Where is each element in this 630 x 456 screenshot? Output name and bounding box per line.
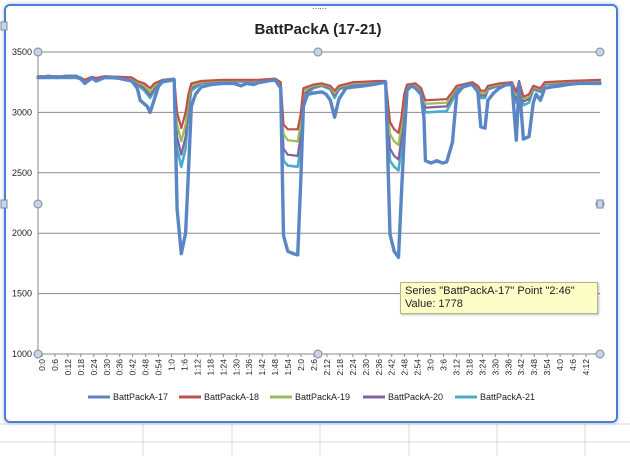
x-tick-label: 2:42 [387,359,397,376]
x-tick-label: 3:36 [503,359,513,376]
y-tick-label: 3500 [12,47,32,57]
plot-area-resize-handle[interactable] [33,199,43,209]
x-tick-label: 2:48 [400,359,410,376]
x-tick-label: 1:48 [270,359,280,376]
x-tick-label: 3:24 [477,359,487,376]
x-tick-label: 4:6 [568,359,578,371]
x-tick-label: 1:24 [218,359,228,376]
x-tick-label: 2:24 [348,359,358,376]
plot-area-resize-handle[interactable] [595,349,605,359]
x-tick-label: 1:30 [231,359,241,376]
legend-label[interactable]: BattPackA-19 [295,392,350,402]
x-tick-label: 1:18 [205,359,215,376]
x-tick-label: 4:0 [555,359,565,371]
chart-title: BattPackA (17-21) [255,21,382,38]
x-tick-label: 0:36 [115,359,125,376]
x-tick-label: 3:30 [490,359,500,376]
x-tick-label: 1:54 [283,359,293,376]
y-tick-label: 2500 [12,168,32,178]
legend-label[interactable]: BattPackA-20 [388,392,443,402]
x-tick-label: 0:12 [63,359,73,376]
x-tick-label: 3:48 [529,359,539,376]
chart-frame[interactable]: ⋯⋯ [4,4,618,423]
tooltip-value: Value: 1778 [405,298,463,310]
legend-label[interactable]: BattPackA-17 [113,392,168,402]
series-line-battpacka-17[interactable] [36,74,602,260]
x-tick-label: 2:36 [374,359,384,376]
x-tick-label: 2:30 [361,359,371,376]
x-tick-label: 3:0 [426,359,436,371]
x-tick-label: 1:42 [257,359,267,376]
chart-move-grip[interactable]: ⋯⋯ [312,4,327,13]
x-tick-label: 0:30 [102,359,112,376]
data-point-tooltip: Series "BattPackA-17" Point "2:46" Value… [400,282,598,314]
x-tick-label: 0:54 [154,359,164,376]
x-tick-label: 1:0 [167,359,177,371]
plot-area-resize-handle[interactable] [33,47,43,57]
chart-resize-handle[interactable] [0,199,8,209]
x-tick-label: 3:18 [464,359,474,376]
x-tick-label: 3:12 [451,359,461,376]
plot-area-resize-handle[interactable] [595,47,605,57]
y-tick-label: 1500 [12,289,32,299]
x-tick-label: 1:36 [244,359,254,376]
x-tick-label: 0:42 [128,359,138,376]
x-tick-label: 0:6 [50,359,60,371]
x-tick-label: 2:18 [335,359,345,376]
plot-area-resize-handle[interactable] [33,349,43,359]
x-tick-label: 2:54 [413,359,423,376]
plot-area-resize-handle[interactable] [313,349,323,359]
chart-resize-handle[interactable] [0,21,8,31]
x-tick-label: 4:12 [581,359,591,376]
plot-area-resize-handle[interactable] [313,47,323,57]
y-tick-label: 3000 [12,107,32,117]
legend-label[interactable]: BattPackA-21 [480,392,535,402]
x-tick-label: 1:6 [179,359,189,371]
series-line-battpacka-18[interactable] [36,75,602,134]
legend-label[interactable]: BattPackA-18 [204,392,259,402]
tooltip-series-point: Series "BattPackA-17" Point "2:46" [405,285,575,297]
x-tick-label: 3:6 [439,359,449,371]
chart-resize-handle[interactable] [596,199,604,209]
x-tick-label: 0:0 [37,359,47,371]
x-tick-label: 0:24 [89,359,99,376]
x-tick-label: 3:42 [516,359,526,376]
x-tick-label: 1:12 [192,359,202,376]
x-tick-label: 0:18 [76,359,86,376]
x-tick-label: 3:54 [542,359,552,376]
x-tick-label: 2:12 [322,359,332,376]
y-tick-label: 2000 [12,228,32,238]
x-tick-label: 2:6 [309,359,319,371]
x-tick-label: 0:48 [141,359,151,376]
y-tick-label: 1000 [12,349,32,359]
x-tick-label: 2:0 [296,359,306,371]
